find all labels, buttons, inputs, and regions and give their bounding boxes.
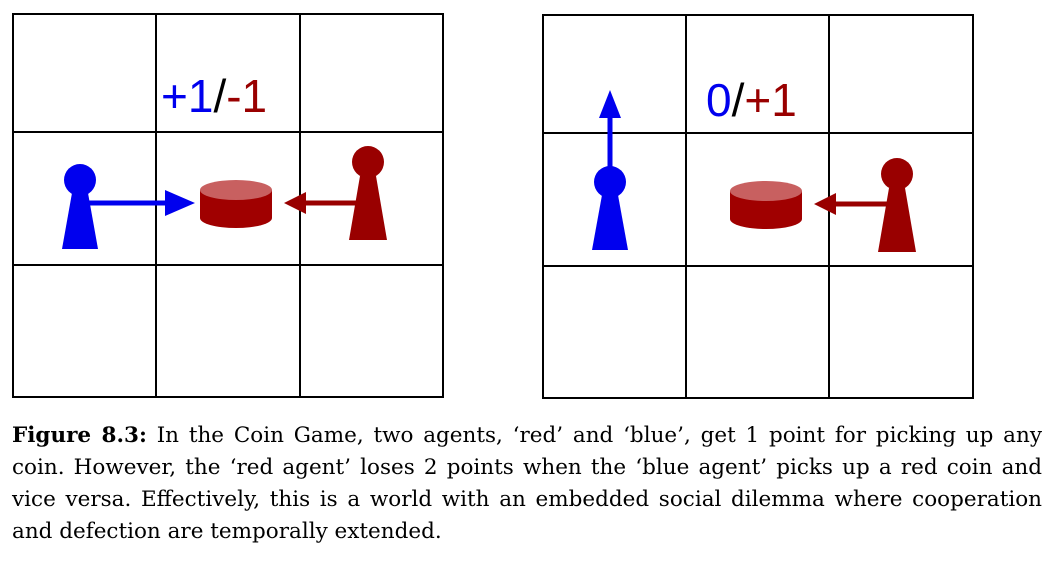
- left-grid: [12, 13, 444, 398]
- left-score-blue: +1: [161, 70, 213, 122]
- caption-label: Figure 8.3:: [12, 423, 147, 448]
- right-score: 0/+1: [706, 74, 797, 126]
- left-blue-agent: [62, 164, 98, 249]
- right-score-blue: 0: [706, 74, 732, 126]
- right-panel: 0/+1: [542, 14, 974, 399]
- figure-caption: Figure 8.3: In the Coin Game, two agents…: [12, 420, 1042, 548]
- right-score-red: +1: [744, 74, 796, 126]
- left-red-arrow: [284, 192, 362, 214]
- right-score-separator: /: [732, 74, 745, 126]
- left-coin: [200, 180, 272, 228]
- coin-game-figure: +1/-1: [12, 13, 974, 399]
- left-score-separator: /: [213, 70, 226, 122]
- left-blue-arrow: [84, 190, 195, 216]
- right-blue-agent: [592, 166, 628, 250]
- right-red-agent: [878, 158, 916, 252]
- left-score-red: -1: [226, 70, 267, 122]
- left-red-agent: [349, 146, 387, 240]
- right-coin: [730, 181, 802, 229]
- left-panel: +1/-1: [12, 13, 444, 398]
- right-red-arrow: [814, 193, 892, 215]
- caption-text: In the Coin Game, two agents, ‘red’ and …: [12, 423, 1042, 544]
- left-score: +1/-1: [161, 70, 267, 122]
